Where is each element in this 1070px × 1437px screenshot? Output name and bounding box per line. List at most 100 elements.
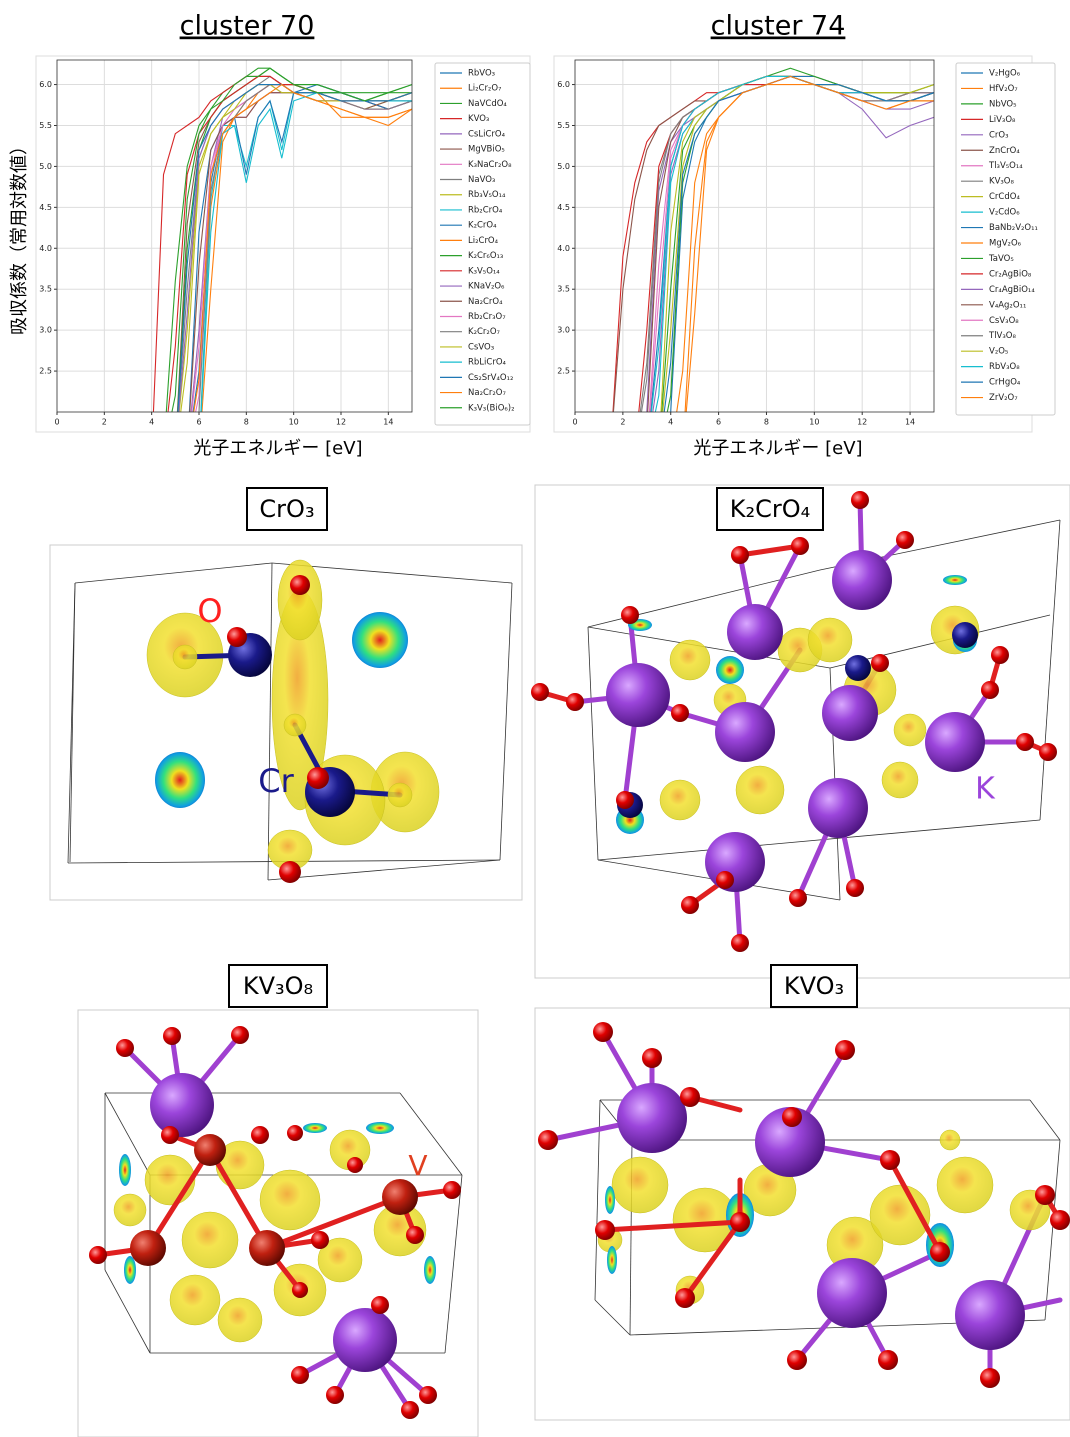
y-tick-label: 3.5 xyxy=(557,285,570,294)
atom xyxy=(231,1026,249,1044)
atom xyxy=(955,1280,1025,1350)
legend-label: Cr₂AgBiO₈ xyxy=(989,269,1032,279)
atom xyxy=(194,1134,226,1166)
x-tick-label: 6 xyxy=(196,418,201,427)
atom xyxy=(249,1230,285,1266)
atom xyxy=(279,861,301,883)
y-tick-label: 5.0 xyxy=(39,162,52,171)
isosurface xyxy=(218,1298,262,1342)
legend-label: K₃V₃(BiO₆)₂ xyxy=(468,403,515,413)
cell-edge xyxy=(268,563,272,880)
atom xyxy=(787,1350,807,1370)
isosurface xyxy=(284,714,306,736)
atom xyxy=(731,546,749,564)
x-tick-label: 12 xyxy=(336,418,346,427)
atom xyxy=(731,934,749,952)
atom xyxy=(642,1048,662,1068)
legend-label: Rb₂Cr₃O₇ xyxy=(468,312,506,322)
isosurface xyxy=(278,560,322,640)
cell-edge xyxy=(70,583,75,862)
legend-label: K₂CrO₄ xyxy=(468,221,497,231)
legend-label: V₂CdO₆ xyxy=(989,208,1020,218)
y-tick-label: 4.0 xyxy=(557,244,570,253)
isosurface-cut xyxy=(119,1154,131,1186)
atom xyxy=(116,1039,134,1057)
cell-edge xyxy=(500,583,512,860)
bond xyxy=(740,546,800,555)
legend-label: KNaV₂O₆ xyxy=(468,282,505,292)
atom xyxy=(680,1087,700,1107)
isosurface-cut xyxy=(155,752,205,808)
isosurface xyxy=(736,766,784,814)
atom xyxy=(251,1126,269,1144)
legend-label: KV₃O₈ xyxy=(989,177,1014,187)
isosurface xyxy=(260,1170,320,1230)
legend-label: RbVO₃ xyxy=(468,69,495,79)
y-tick-label: 2.5 xyxy=(39,367,52,376)
x-tick-label: 2 xyxy=(620,418,625,427)
x-tick-label: 14 xyxy=(383,418,393,427)
x-tick-label: 8 xyxy=(764,418,769,427)
atom xyxy=(347,1157,363,1173)
atom-label: O xyxy=(197,592,222,630)
legend-label: Rb₂CrO₄ xyxy=(468,205,503,215)
legend-label: CrHgO₄ xyxy=(989,378,1021,388)
atom xyxy=(808,778,868,838)
panel-title: K₂CrO₄ xyxy=(730,495,811,523)
isosurface xyxy=(808,618,852,662)
atom xyxy=(382,1179,418,1215)
isosurface xyxy=(173,645,197,669)
cell-edge xyxy=(75,563,272,583)
atom xyxy=(307,767,329,789)
atom xyxy=(161,1126,179,1144)
legend-label: K₃NaCr₂O₈ xyxy=(468,160,512,170)
isosurface-cut xyxy=(716,656,744,684)
atom xyxy=(292,1282,308,1298)
structure-panels: CrO₃ K₂CrO₄ KV₃O₈ KVO₃ O Cr K V xyxy=(50,485,1070,1437)
x-tick-label: 14 xyxy=(905,418,915,427)
isosurface xyxy=(388,783,412,807)
isosurface-cut xyxy=(124,1256,136,1284)
x-tick-label: 4 xyxy=(668,418,673,427)
atom xyxy=(789,889,807,907)
structure-art xyxy=(68,491,1070,1419)
legend-label: NbVO₅ xyxy=(989,99,1017,109)
cell-edge xyxy=(445,1175,462,1353)
atom xyxy=(681,896,699,914)
y-tick-label: 4.0 xyxy=(39,244,52,253)
legend-label: Tl₃V₅O₁₄ xyxy=(988,161,1023,171)
legend-label: K₂Cr₆O₁₃ xyxy=(468,251,503,261)
legend-label: CsVO₃ xyxy=(468,342,494,352)
atom xyxy=(1035,1185,1055,1205)
atom xyxy=(616,791,634,809)
figure: cluster 702.53.03.54.04.55.05.56.0024681… xyxy=(0,0,1070,1437)
legend-label: TlV₃O₈ xyxy=(988,331,1016,341)
atom xyxy=(846,879,864,897)
atom xyxy=(1016,733,1034,751)
atom xyxy=(333,1308,397,1372)
legend-label: V₄Ag₂O₁₁ xyxy=(989,300,1026,310)
atom xyxy=(671,704,689,722)
legend-label: HfV₂O₇ xyxy=(989,84,1018,94)
chart: cluster 702.53.03.54.04.55.05.56.0024681… xyxy=(9,11,530,460)
atom xyxy=(290,575,310,595)
atom xyxy=(730,1212,750,1232)
panel-title: KV₃O₈ xyxy=(243,972,313,1000)
legend-label: BaNb₂V₂O₁₁ xyxy=(989,223,1038,233)
legend-label: K₃V₅O₁₄ xyxy=(468,266,500,276)
legend-label: Na₂CrO₄ xyxy=(468,297,503,307)
isosurface xyxy=(894,714,926,746)
y-tick-label: 5.5 xyxy=(39,121,52,130)
cell-edge xyxy=(1040,520,1060,820)
atom xyxy=(880,1150,900,1170)
x-tick-label: 6 xyxy=(716,418,721,427)
atom xyxy=(878,1350,898,1370)
x-tick-label: 0 xyxy=(54,418,59,427)
atom xyxy=(593,1022,613,1042)
x-axis-label: 光子エネルギー [eV] xyxy=(693,438,862,459)
y-tick-label: 6.0 xyxy=(39,80,52,89)
y-tick-label: 4.5 xyxy=(557,203,570,212)
atom xyxy=(621,606,639,624)
atom xyxy=(952,622,978,648)
atom xyxy=(782,1107,802,1127)
